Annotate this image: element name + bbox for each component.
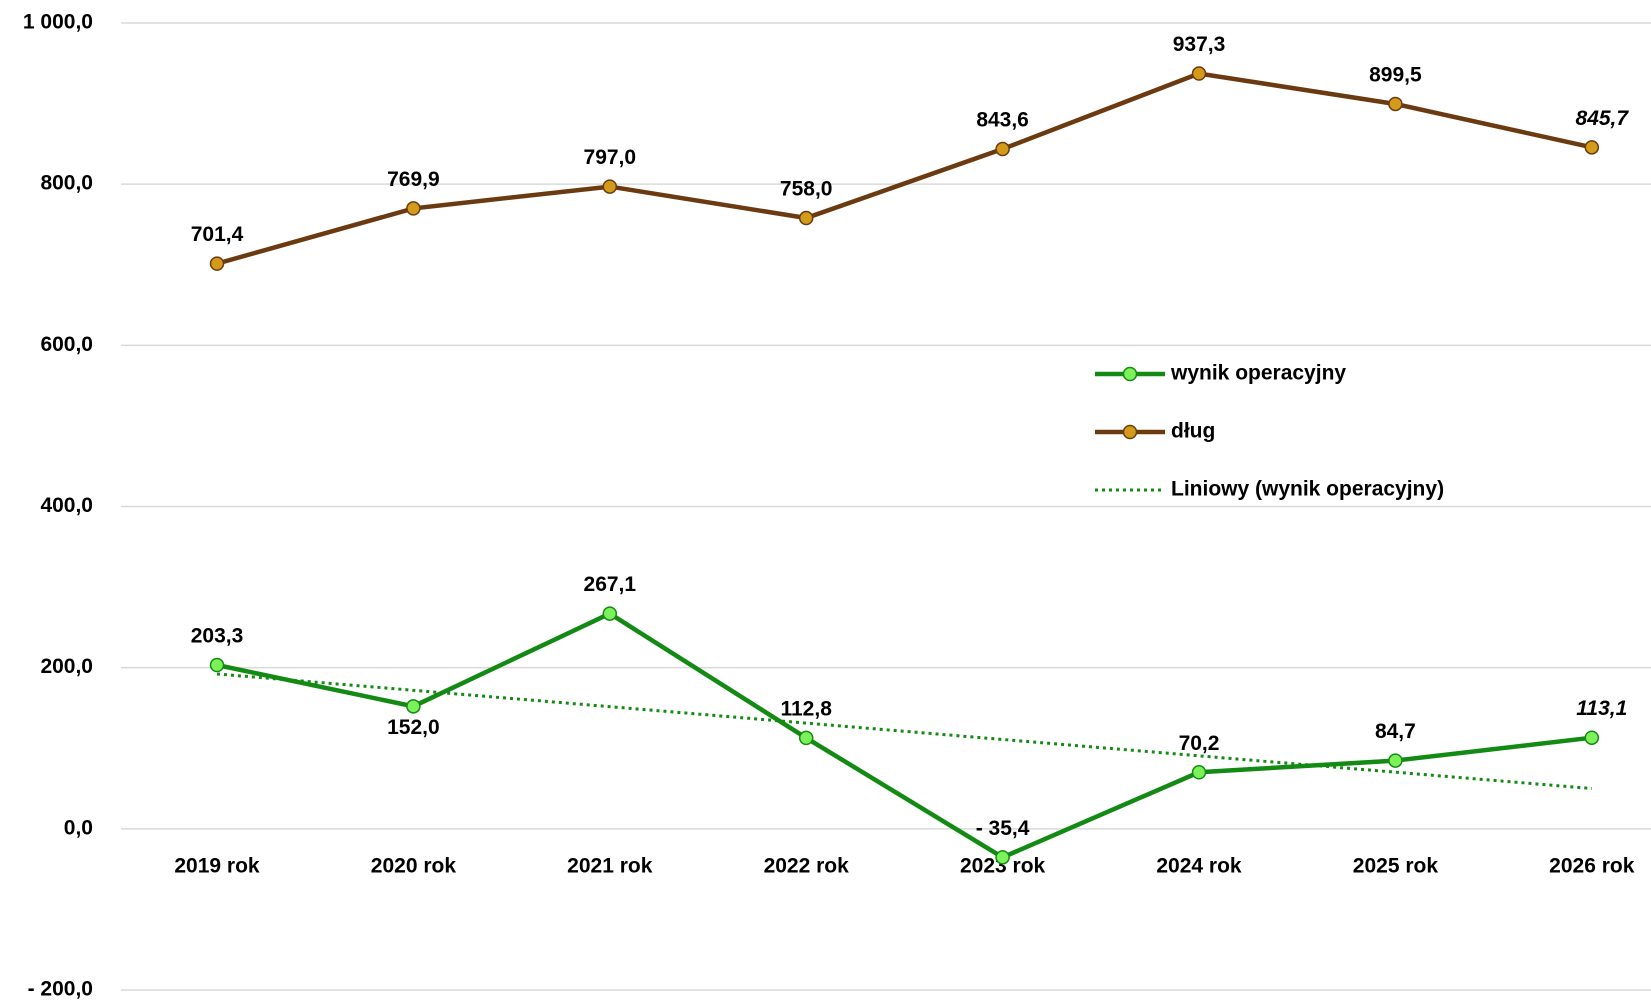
marker: [1584, 730, 1600, 745]
x-tick-label: 2026 rok: [1549, 855, 1635, 878]
data-label: 758,0: [780, 178, 833, 201]
legend-label: Liniowy (wynik operacyjny): [1171, 478, 1444, 501]
marker: [209, 657, 225, 673]
trendline: [216, 672, 1592, 791]
data-label: 203,3: [191, 625, 244, 648]
series-line: [216, 611, 1593, 860]
marker: [1388, 753, 1403, 768]
series-line: [216, 71, 1593, 266]
data-label: 899,5: [1369, 64, 1422, 87]
marker: [995, 850, 1010, 865]
x-tick-label: 2021 rok: [567, 855, 653, 878]
data-label: 937,3: [1173, 33, 1226, 56]
x-tick-label: 2024 rok: [1156, 855, 1242, 878]
data-label: 797,0: [584, 146, 637, 169]
x-tick-label: 2022 rok: [764, 855, 850, 878]
marker: [602, 179, 618, 194]
data-label: 84,7: [1375, 720, 1416, 743]
x-tick-label: 2025 rok: [1353, 855, 1439, 878]
marker: [209, 256, 225, 271]
x-tick-label: 2023 rok: [960, 855, 1046, 878]
data-label: 845,7: [1576, 107, 1630, 130]
y-tick-label: 1 000,0: [23, 11, 93, 34]
data-label: 267,1: [584, 573, 637, 596]
legend-label: wynik operacyjny: [1170, 362, 1346, 385]
data-label: 701,4: [191, 223, 244, 246]
x-tick-label: 2020 rok: [371, 855, 457, 878]
data-label: 113,1: [1576, 697, 1627, 720]
marker: [1584, 140, 1600, 155]
y-tick-label: 600,0: [40, 333, 93, 356]
data-label: 769,9: [387, 168, 440, 191]
y-tick-label: 800,0: [40, 172, 93, 195]
marker: [1191, 66, 1207, 81]
data-label: 112,8: [780, 697, 832, 720]
marker: [1388, 96, 1403, 112]
data-label: 152,0: [387, 716, 440, 739]
y-tick-label: 200,0: [40, 655, 93, 678]
legend-marker: [1122, 366, 1138, 382]
data-label: 70,2: [1179, 732, 1220, 755]
marker: [406, 201, 421, 216]
data-label: 843,6: [976, 109, 1029, 132]
x-tick-label: 2019 rok: [174, 855, 260, 878]
y-tick-label: - 200,0: [28, 978, 93, 1001]
legend-label: dług: [1171, 420, 1215, 443]
data-label: - 35,4: [976, 817, 1030, 840]
marker: [995, 141, 1010, 157]
legend-marker: [1122, 424, 1138, 440]
marker: [1191, 765, 1207, 780]
y-tick-label: 400,0: [40, 494, 93, 517]
marker: [406, 699, 421, 714]
y-tick-label: 0,0: [64, 816, 93, 839]
marker: [798, 730, 814, 746]
marker: [798, 210, 814, 226]
marker: [602, 606, 618, 621]
